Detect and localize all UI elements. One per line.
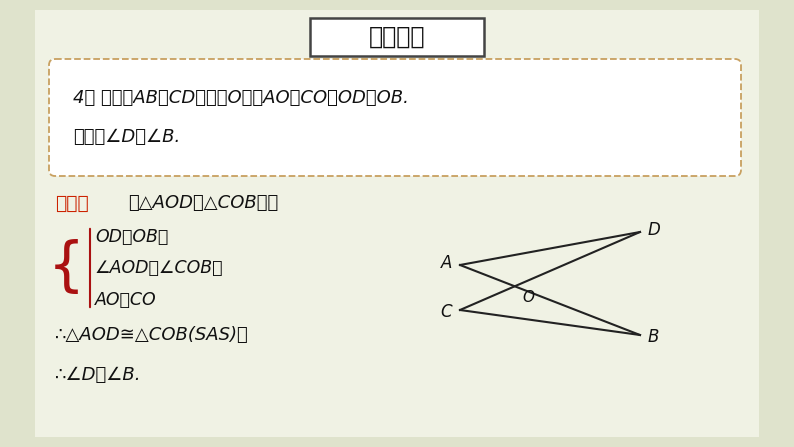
Text: ∠AOD＝∠COB，: ∠AOD＝∠COB，: [95, 259, 223, 277]
Text: C: C: [441, 303, 452, 321]
Text: A: A: [441, 254, 452, 272]
Text: 在△AOD与△COB中，: 在△AOD与△COB中，: [128, 194, 278, 212]
Text: B: B: [648, 328, 659, 346]
Text: 求证：∠D＝∠B.: 求证：∠D＝∠B.: [73, 128, 180, 146]
Bar: [310, 18, 484, 56]
Text: ∴∠D＝∠B.: ∴∠D＝∠B.: [55, 366, 141, 384]
Text: {: {: [48, 240, 85, 296]
Text: D: D: [648, 221, 661, 239]
FancyBboxPatch shape: [49, 59, 741, 176]
Text: ∴△AOD≅△COB(SAS)，: ∴△AOD≅△COB(SAS)，: [55, 326, 249, 344]
Text: 预习反馈: 预习反馈: [368, 25, 426, 49]
Text: 证明：: 证明：: [55, 194, 89, 212]
Text: 4． 如图，AB，CD相交于O点，AO＝CO，OD＝OB.: 4． 如图，AB，CD相交于O点，AO＝CO，OD＝OB.: [73, 89, 409, 107]
Text: AO＝CO: AO＝CO: [95, 291, 156, 309]
Text: O: O: [522, 290, 534, 305]
Text: OD＝OB，: OD＝OB，: [95, 228, 168, 246]
